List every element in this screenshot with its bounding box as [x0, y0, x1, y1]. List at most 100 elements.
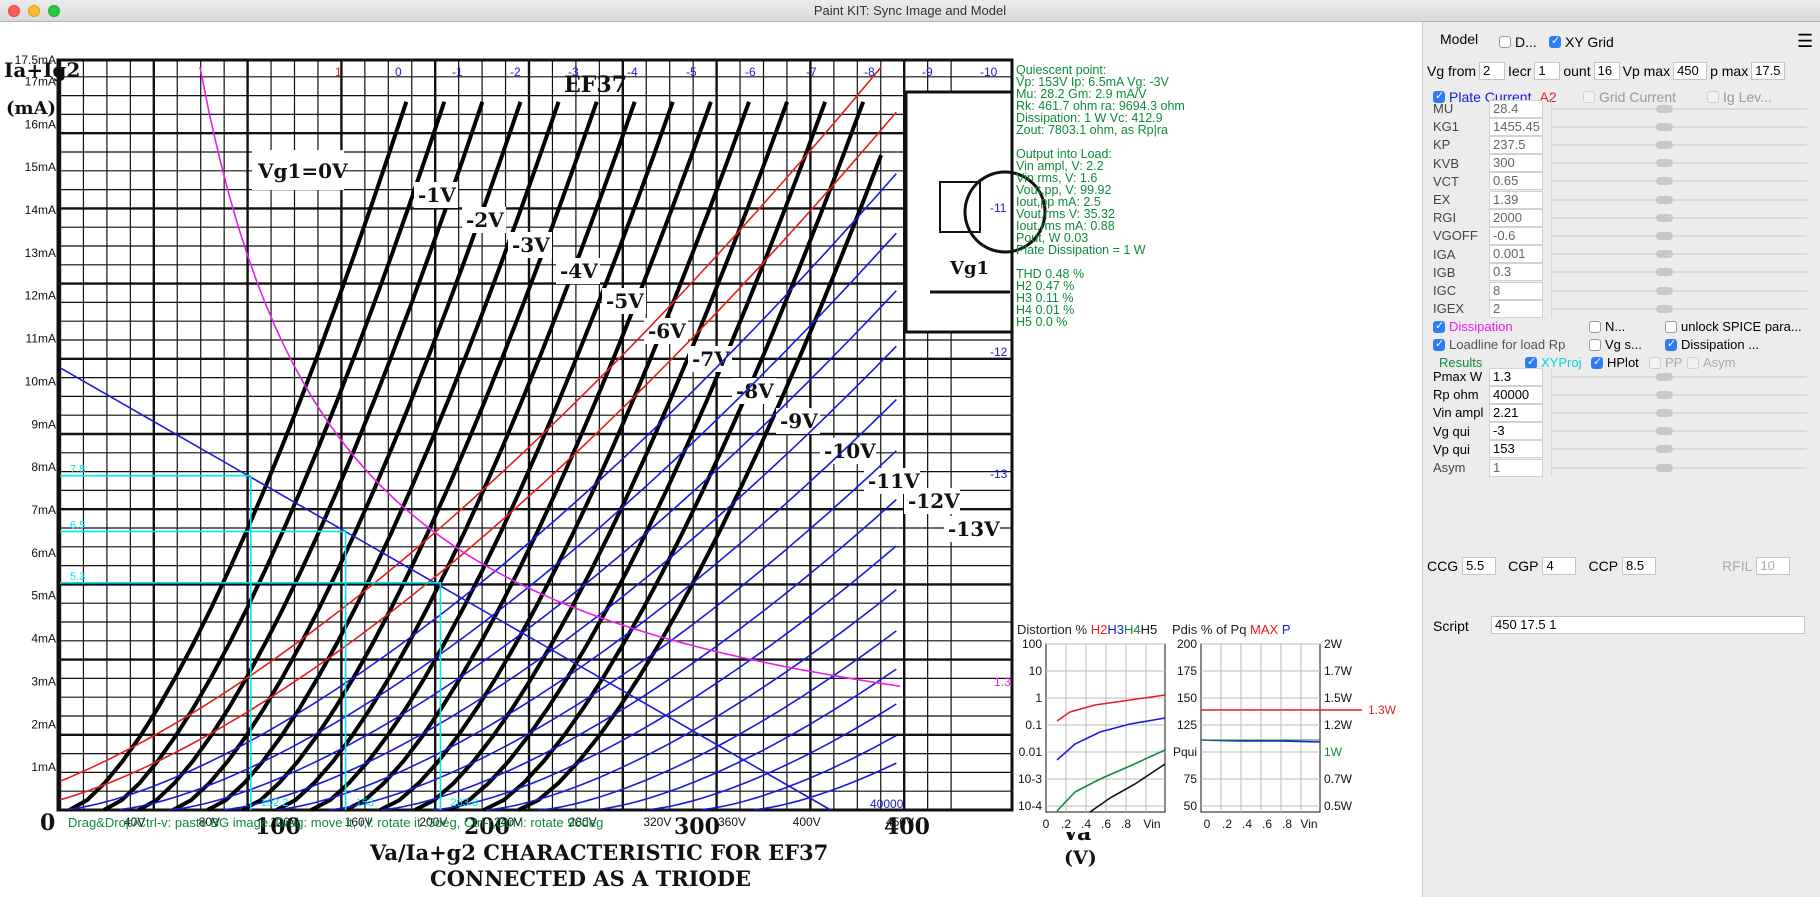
- model-param-slider-knob[interactable]: [1656, 104, 1673, 113]
- model-param-slider[interactable]: [1551, 245, 1807, 264]
- background-image-grid: [56, 58, 1047, 812]
- model-param-slider-knob[interactable]: [1656, 122, 1673, 131]
- xy-grid-checkbox[interactable]: [1549, 34, 1561, 48]
- model-param-slider[interactable]: [1551, 99, 1807, 118]
- load-param-slider[interactable]: [1551, 367, 1807, 386]
- model-param-slider[interactable]: [1551, 135, 1807, 154]
- loadline-checkbox[interactable]: [1433, 337, 1445, 351]
- model-param-value-input[interactable]: 2: [1489, 299, 1543, 318]
- model-param-value-input[interactable]: 0.001: [1489, 245, 1543, 264]
- model-param-value-input[interactable]: 237.5: [1489, 135, 1543, 154]
- ig-lev-checkbox[interactable]: [1707, 91, 1719, 103]
- close-window-button[interactable]: [8, 5, 20, 17]
- grid-current-checkbox[interactable]: [1583, 91, 1595, 103]
- load-param-value-input[interactable]: 2.21: [1489, 403, 1543, 422]
- model-param-value-input[interactable]: 300: [1489, 154, 1543, 173]
- cgp-input[interactable]: 4: [1542, 557, 1577, 575]
- characteristics-plot[interactable]: EF37Ia+Ig2(mA)Vg1=0V-1V-2V-3V-4V-5V-6V-7…: [0, 22, 1422, 897]
- load-param-value-input[interactable]: -3: [1489, 422, 1543, 441]
- model-param-slider[interactable]: [1551, 117, 1807, 136]
- plate-current-checkbox[interactable]: [1433, 89, 1445, 103]
- results-label[interactable]: Results: [1439, 355, 1483, 370]
- grid-label-top: -5: [686, 65, 697, 79]
- dissipation2-checkbox[interactable]: [1665, 337, 1677, 351]
- bg-curve: [517, 154, 883, 812]
- pp-checkbox[interactable]: [1649, 356, 1661, 369]
- model-param-slider-knob[interactable]: [1656, 268, 1673, 277]
- load-param-slider-knob[interactable]: [1656, 463, 1673, 472]
- d-checkbox[interactable]: [1499, 36, 1511, 48]
- model-param-value-input[interactable]: 2000: [1489, 208, 1543, 227]
- model-param-row: IGB 0.3: [1433, 262, 1818, 283]
- load-param-slider[interactable]: [1551, 440, 1807, 459]
- count-input[interactable]: 16: [1593, 62, 1620, 80]
- load-param-slider-knob[interactable]: [1656, 372, 1673, 381]
- model-param-slider[interactable]: [1551, 190, 1807, 209]
- vg-s-checkbox[interactable]: [1589, 338, 1601, 351]
- model-param-value-input[interactable]: 0.65: [1489, 172, 1543, 191]
- model-param-slider[interactable]: [1551, 263, 1807, 282]
- load-param-slider-knob[interactable]: [1656, 445, 1673, 454]
- model-param-value-input[interactable]: -0.6: [1489, 226, 1543, 245]
- info-line: Iout,pp mA: 2.5: [1016, 195, 1101, 209]
- vp-max-input[interactable]: 450: [1673, 62, 1708, 80]
- load-param-value-input[interactable]: 1: [1489, 458, 1543, 477]
- model-param-slider-knob[interactable]: [1656, 140, 1673, 149]
- load-param-slider[interactable]: [1551, 385, 1807, 404]
- load-param-value-input[interactable]: 153: [1489, 440, 1543, 459]
- model-param-slider-knob[interactable]: [1656, 250, 1673, 259]
- load-param-value-input[interactable]: 40000: [1489, 385, 1543, 404]
- bg-va-unit: (V): [1064, 847, 1097, 869]
- load-param-slider[interactable]: [1551, 403, 1807, 422]
- script-input[interactable]: 450 17.5 1: [1491, 616, 1805, 634]
- pdis-legend-p: P: [1282, 622, 1291, 637]
- model-param-value-input[interactable]: 1.39: [1489, 190, 1543, 209]
- model-param-slider-knob[interactable]: [1656, 231, 1673, 240]
- unlock-spice-checkbox[interactable]: [1665, 320, 1677, 333]
- model-param-value-input[interactable]: 8: [1489, 281, 1543, 300]
- hamburger-menu-icon[interactable]: ☰: [1797, 31, 1814, 51]
- dissipation-checkbox[interactable]: [1433, 319, 1445, 333]
- x-tick-label: 40V: [124, 815, 145, 829]
- model-param-slider[interactable]: [1551, 226, 1807, 245]
- minimize-window-button[interactable]: [28, 5, 40, 17]
- model-param-slider-knob[interactable]: [1656, 195, 1673, 204]
- distortion-y-tick: 10-3: [1018, 772, 1042, 786]
- incr-input[interactable]: 1: [1534, 62, 1561, 80]
- hplot-checkbox[interactable]: [1591, 355, 1603, 369]
- load-param-slider[interactable]: [1551, 458, 1807, 477]
- model-param-slider[interactable]: [1551, 281, 1807, 300]
- plot-canvas[interactable]: EF37 Ia+Ig2 (mA) Vg1=0V -1V -2V -3V -4V -5V -6V -7…: [0, 22, 1422, 897]
- vg-from-input[interactable]: 2: [1479, 62, 1506, 80]
- load-param-slider-knob[interactable]: [1656, 390, 1673, 399]
- model-param-slider[interactable]: [1551, 299, 1807, 318]
- model-param-slider[interactable]: [1551, 154, 1807, 173]
- model-param-slider[interactable]: [1551, 172, 1807, 191]
- model-param-slider-knob[interactable]: [1656, 286, 1673, 295]
- load-param-slider-knob[interactable]: [1656, 427, 1673, 436]
- model-param-value-input[interactable]: 28.4: [1489, 99, 1543, 118]
- bg-curve: [310, 101, 675, 812]
- pdis-x-tick: 0: [1204, 817, 1211, 831]
- load-param-slider[interactable]: [1551, 422, 1807, 441]
- model-param-slider-knob[interactable]: [1656, 304, 1673, 313]
- model-param-value-input[interactable]: 0.3: [1489, 263, 1543, 282]
- bg-x-number: 0: [40, 810, 55, 836]
- model-param-slider-knob[interactable]: [1656, 177, 1673, 186]
- ip-max-input[interactable]: 17.5: [1751, 62, 1786, 80]
- load-param-slider-knob[interactable]: [1656, 408, 1673, 417]
- model-param-value-input[interactable]: 1455.45: [1489, 117, 1543, 136]
- model-param-slider-knob[interactable]: [1656, 159, 1673, 168]
- xy-projection: [60, 474, 252, 810]
- ccp-input[interactable]: 8.5: [1622, 557, 1657, 575]
- vp-max-label: Vp max: [1622, 63, 1671, 79]
- rfil-input[interactable]: 10: [1756, 557, 1791, 575]
- load-param-value-input[interactable]: 1.3: [1489, 367, 1543, 386]
- ccg-input[interactable]: 5.5: [1462, 557, 1497, 575]
- asym-checkbox[interactable]: [1687, 356, 1699, 369]
- model-param-slider-knob[interactable]: [1656, 213, 1673, 222]
- model-param-slider[interactable]: [1551, 208, 1807, 227]
- zoom-window-button[interactable]: [48, 5, 60, 17]
- n-checkbox[interactable]: [1589, 320, 1601, 333]
